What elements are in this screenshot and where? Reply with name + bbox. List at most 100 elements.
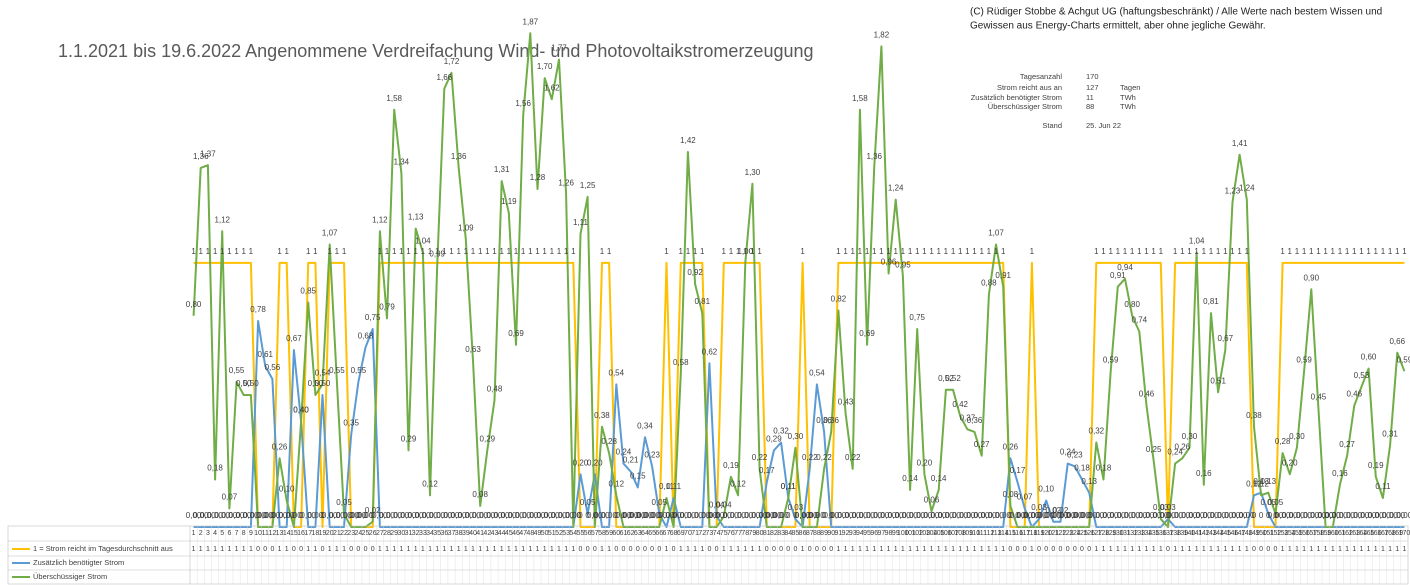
data-label: 0,53 (1354, 371, 1370, 380)
data-label: 0,00 (422, 511, 438, 520)
data-label: 0,19 (1368, 461, 1384, 470)
x-tick-label: 77 (734, 530, 742, 537)
data-label: 1,58 (852, 94, 868, 103)
data-label: 0,00 (501, 511, 517, 520)
data-label: 0,00 (472, 511, 488, 520)
data-label: 0,19 (723, 461, 739, 470)
table-value: 0 (1023, 546, 1027, 553)
data-label: 0,02 (365, 506, 381, 515)
data-label: 0,00 (644, 511, 660, 520)
data-label: 0 (1166, 511, 1171, 520)
data-label: 0,00 (995, 511, 1011, 520)
table-value: 1 (693, 546, 697, 553)
x-tick-label: 124 (1069, 530, 1081, 537)
table-value: 0 (1273, 546, 1277, 553)
data-label: 1 (1187, 247, 1192, 256)
data-label: 0,00 (917, 511, 933, 520)
data-label: 0,81 (694, 297, 710, 306)
data-label: 0,00 (866, 511, 882, 520)
data-label: 0,00 (243, 511, 259, 520)
data-label: 1 (213, 247, 218, 256)
table-value: 1 (528, 546, 532, 553)
data-label: 0,00 (494, 511, 510, 520)
data-label: 0,13 (1253, 477, 1269, 486)
data-label: 0,22 (816, 453, 832, 462)
x-tick-label: 99 (892, 530, 900, 537)
data-label: 1 (342, 247, 347, 256)
x-tick-label: 144 (1212, 530, 1224, 537)
data-label: 1,07 (988, 229, 1004, 238)
data-label: 0 (714, 511, 719, 520)
data-label: 1 (800, 247, 805, 256)
table-value: 0 (356, 546, 360, 553)
table-value: 1 (1381, 546, 1385, 553)
legend-label: 1 = Strom reicht im Tagesdurchschnitt au… (33, 544, 173, 553)
table-value: 1 (922, 546, 926, 553)
x-tick-label: 160 (1327, 530, 1339, 537)
x-tick-label: 130 (1112, 530, 1124, 537)
data-label: 1,77 (551, 44, 567, 53)
data-label: 0,00 (343, 511, 359, 520)
data-label: 0,00 (902, 511, 918, 520)
data-label: 0,67 (286, 334, 302, 343)
x-tick-label: 57 (591, 530, 599, 537)
table-value: 1 (278, 546, 282, 553)
table-value: 0 (822, 546, 826, 553)
table-value: 1 (1352, 546, 1356, 553)
data-label: 1 (456, 247, 461, 256)
data-label: 1 (1309, 247, 1314, 256)
table-value: 1 (227, 546, 231, 553)
data-label: 1 (929, 247, 934, 256)
data-label: 1 (1245, 247, 1250, 256)
data-label: 0,85 (300, 287, 316, 296)
data-label: 0,11 (781, 482, 797, 491)
data-label: 0,42 (952, 400, 968, 409)
data-label: 1 (492, 247, 497, 256)
x-tick-label: 166 (1370, 530, 1382, 537)
x-tick-label: 26 (369, 530, 377, 537)
data-label: 0,94 (1117, 263, 1133, 272)
data-label: 1 (535, 247, 540, 256)
data-label: 0,05 (1268, 498, 1284, 507)
x-tick-label: 98 (885, 530, 893, 537)
data-label: 0 (1073, 511, 1078, 520)
data-label: 0,32 (773, 427, 789, 436)
data-label: 0,92 (687, 268, 703, 277)
x-tick-label: 146 (1227, 530, 1239, 537)
data-label: 0,00 (1153, 511, 1169, 520)
data-label: 0,69 (859, 329, 875, 338)
data-label: 0,54 (609, 369, 625, 378)
data-label: 1 (1194, 247, 1199, 256)
data-label: 1,12 (372, 215, 388, 224)
data-label: 1 (1202, 247, 1207, 256)
data-label: 0,00 (823, 511, 839, 520)
data-label: 0 (299, 511, 304, 520)
data-label: 1,36 (866, 152, 882, 161)
note: (C) Rüdiger Stobbe & Achgut UG (haftungs… (970, 7, 1382, 18)
x-tick-label: 127 (1090, 530, 1102, 537)
data-label: 0,00 (544, 511, 560, 520)
data-label: 0,00 (1182, 511, 1198, 520)
data-label: 1 (507, 247, 512, 256)
table-value: 1 (879, 546, 883, 553)
data-label: 1,62 (544, 83, 560, 92)
legend-label: Zusätzlich benötigter Strom (33, 558, 124, 567)
data-label: 1,28 (530, 173, 546, 182)
table-value: 0 (256, 546, 260, 553)
table-value: 1 (664, 546, 668, 553)
data-label: 0,00 (967, 511, 983, 520)
data-label: 0 (270, 511, 275, 520)
data-label: 1 (399, 247, 404, 256)
table-value: 0 (349, 546, 353, 553)
data-label: 0,00 (286, 511, 302, 520)
data-label: 1 (449, 247, 454, 256)
data-label: 0 (829, 511, 834, 520)
data-label: 1 (1159, 247, 1164, 256)
x-tick-label: 158 (1313, 530, 1325, 537)
table-value: 1 (1130, 546, 1134, 553)
x-tick-label: 13 (276, 530, 284, 537)
x-tick-label: 123 (1062, 530, 1074, 537)
data-label: 0,29 (766, 435, 782, 444)
data-label: 0 (765, 511, 770, 520)
info-label: Überschüssiger Strom (988, 102, 1062, 111)
